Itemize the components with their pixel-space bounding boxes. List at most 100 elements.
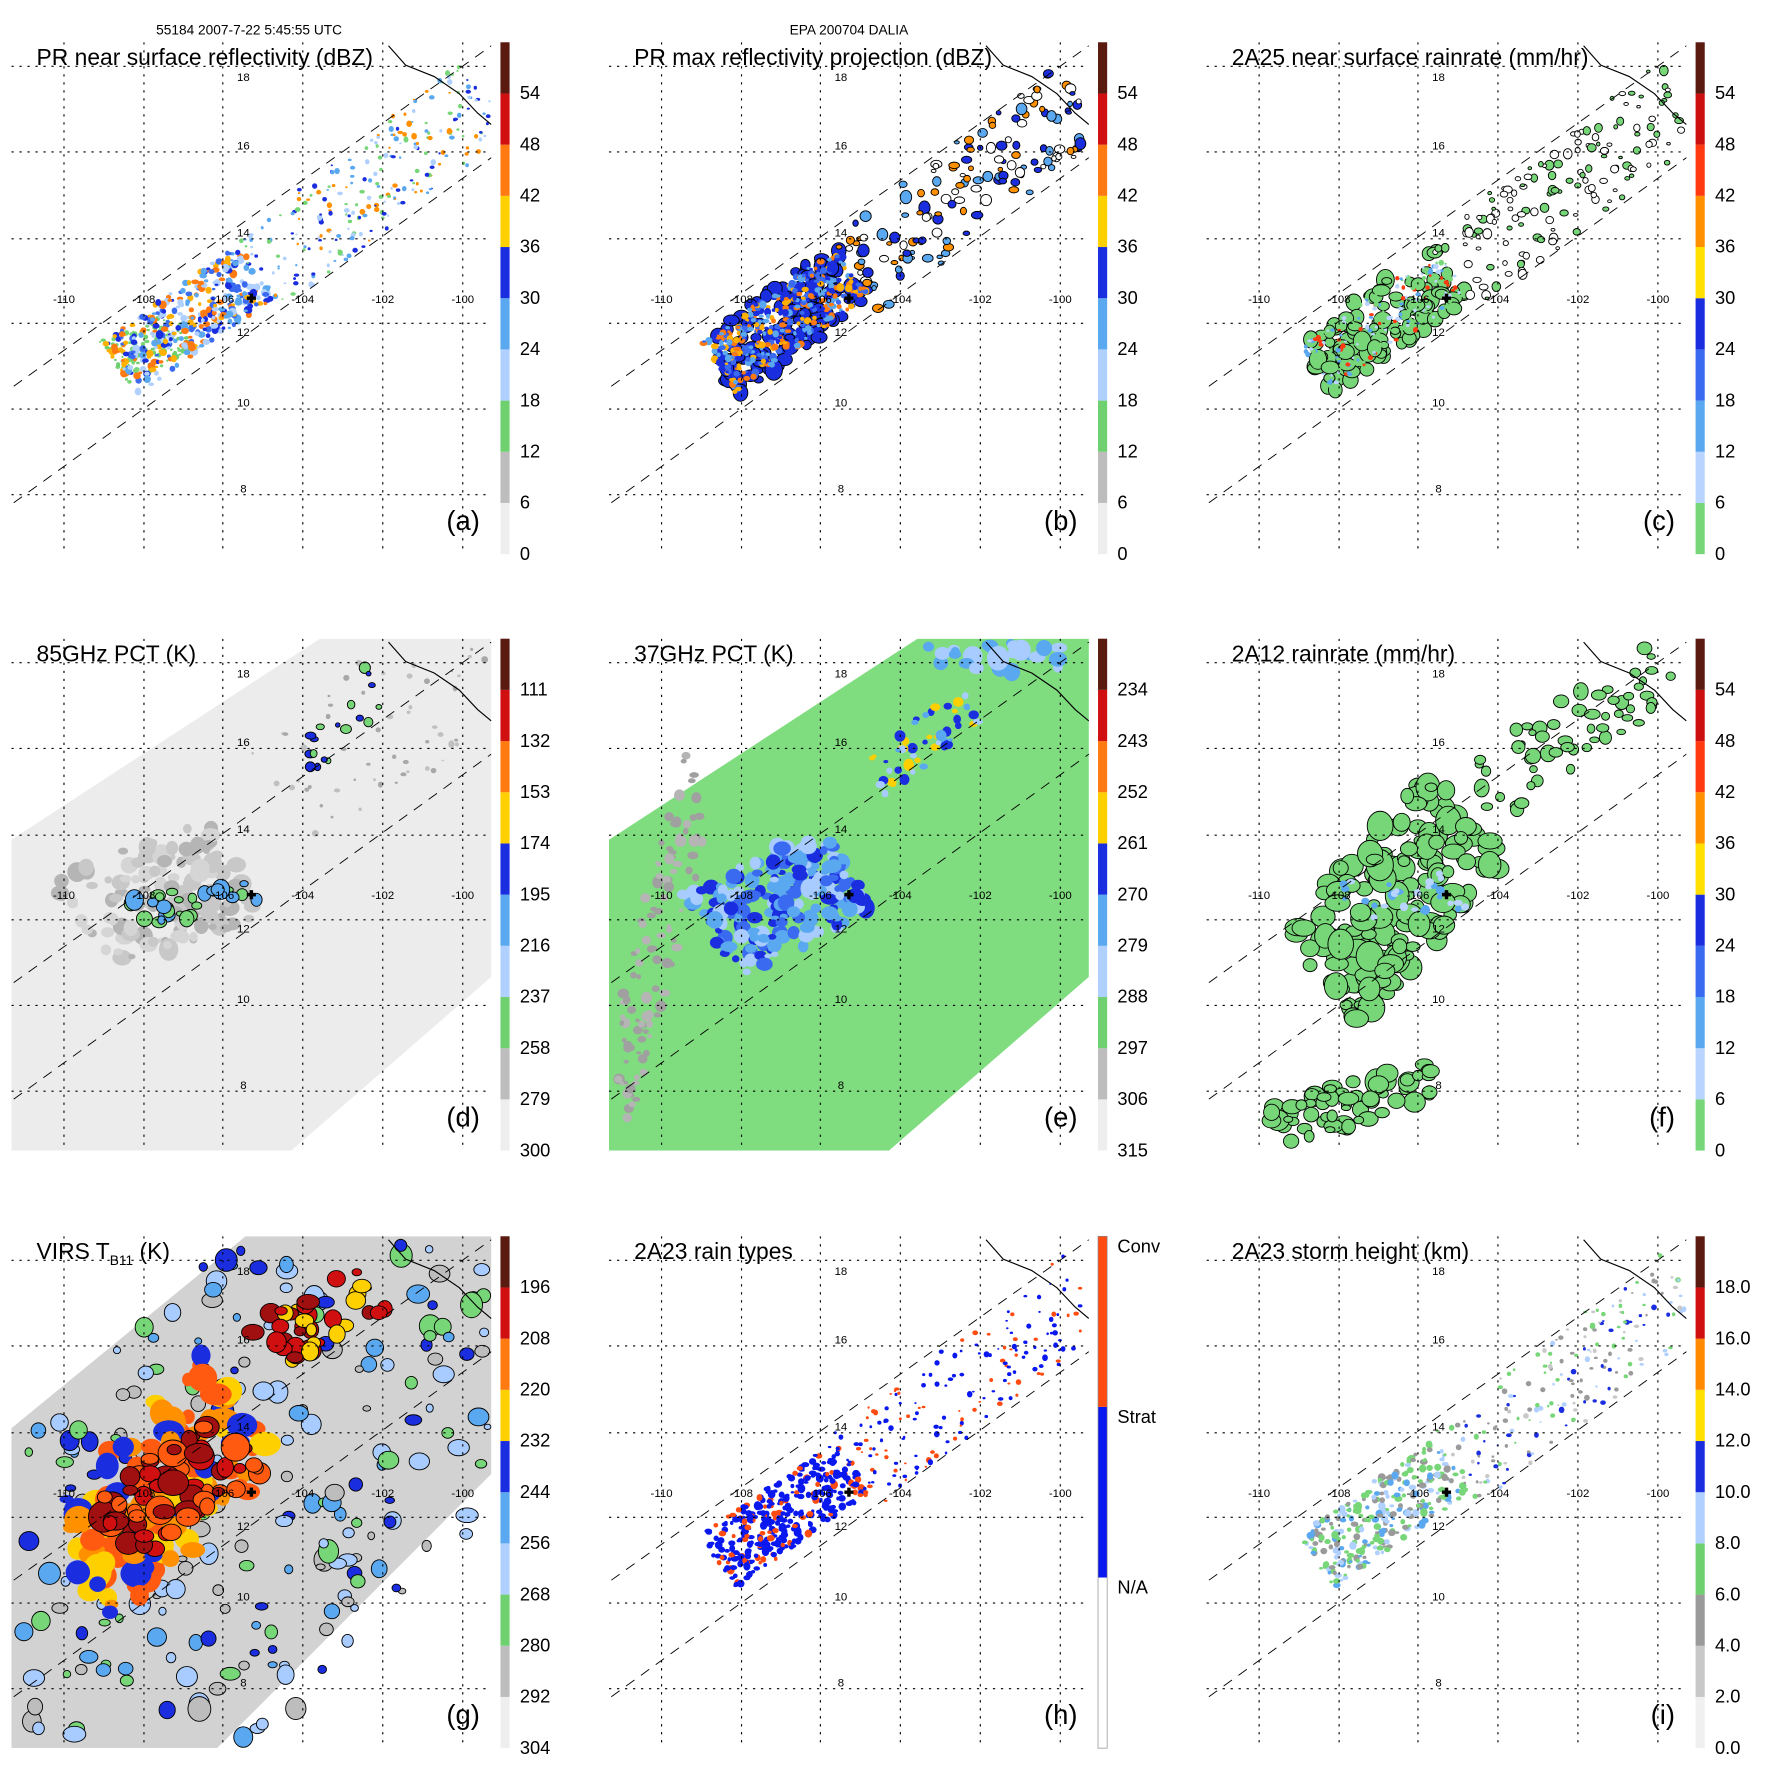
data-cell <box>1375 332 1381 336</box>
data-cell <box>212 1584 225 1596</box>
data-cell <box>1621 1310 1625 1315</box>
data-cell <box>947 199 957 209</box>
data-cell <box>167 330 170 333</box>
coastline <box>985 641 1089 722</box>
data-cell <box>50 1413 69 1432</box>
colorbar-segment <box>500 1594 510 1646</box>
data-cell <box>1399 302 1404 306</box>
data-cell <box>959 1424 963 1427</box>
longitude-label: -108 <box>1328 294 1351 306</box>
data-cell <box>933 1430 940 1438</box>
data-cell <box>1582 126 1591 136</box>
data-cell <box>1329 349 1333 353</box>
data-cell <box>86 881 98 890</box>
data-cell <box>1329 1580 1333 1584</box>
data-cell <box>740 1504 747 1510</box>
colorbar-label: 195 <box>520 883 550 904</box>
data-cell <box>305 1323 317 1337</box>
data-cell <box>1418 1464 1427 1473</box>
data-cell <box>636 1051 642 1055</box>
data-cell <box>1433 263 1439 270</box>
data-cell <box>1435 269 1441 274</box>
data-cell <box>190 316 195 320</box>
colorbar-label: 24 <box>1715 338 1735 359</box>
data-cell <box>787 1518 794 1524</box>
latitude-label: 16 <box>835 737 848 749</box>
data-cell <box>1619 1310 1622 1314</box>
data-cell <box>1485 1474 1490 1479</box>
swath-edge-line <box>13 45 492 387</box>
data-cell <box>1331 1530 1339 1539</box>
data-cell <box>401 186 407 192</box>
data-cell <box>716 1559 722 1566</box>
data-cell <box>1021 1355 1026 1359</box>
colorbar-segment <box>1098 502 1108 555</box>
panel-title: 85GHz PCT (K) <box>37 641 197 667</box>
coastline <box>388 641 492 722</box>
data-cell <box>1499 1377 1502 1380</box>
data-cell <box>183 336 189 340</box>
data-cell <box>1572 228 1581 236</box>
data-cell <box>1477 1454 1481 1458</box>
latitude-label: 18 <box>237 1266 250 1278</box>
data-cell <box>1556 1404 1560 1407</box>
data-cell <box>731 955 740 963</box>
data-cell <box>370 1559 388 1579</box>
panel-d: -110 -108 -106 -104 -102 -1001816141210885GHz… <box>11 638 550 1160</box>
data-cell <box>1436 780 1456 801</box>
data-cell <box>754 1541 762 1547</box>
longitude-label: -104 <box>291 890 314 902</box>
data-cell <box>955 181 965 189</box>
data-cell <box>271 271 275 275</box>
data-cell <box>632 1096 641 1103</box>
data-cell <box>1320 1549 1324 1553</box>
colorbar-label: 304 <box>520 1737 550 1758</box>
data-cell <box>1023 1350 1029 1355</box>
data-cell <box>825 280 830 284</box>
longitude-label: -106 <box>1407 1488 1430 1500</box>
data-cell <box>1333 1554 1339 1560</box>
data-cell <box>131 874 140 884</box>
data-cell <box>131 360 136 365</box>
data-cell <box>31 1610 51 1632</box>
data-cell <box>374 140 378 145</box>
data-cell <box>1381 1527 1387 1534</box>
data-cell <box>1332 1570 1337 1576</box>
data-cell <box>889 1393 893 1395</box>
data-cell <box>1015 1393 1019 1397</box>
data-cell <box>646 912 656 919</box>
data-cell <box>168 292 173 296</box>
data-cell <box>353 778 357 782</box>
data-cell <box>1583 1335 1587 1338</box>
data-cell <box>641 1011 653 1022</box>
data-cell <box>158 1700 176 1720</box>
data-cell <box>381 671 386 676</box>
data-cell <box>176 347 180 350</box>
data-cell <box>343 257 349 262</box>
data-cell <box>1376 1545 1384 1551</box>
data-cell <box>376 185 381 188</box>
data-cell <box>208 923 217 931</box>
data-cell <box>934 211 943 217</box>
data-cell <box>1574 1353 1579 1357</box>
data-cell <box>1353 1503 1359 1510</box>
data-cell <box>1547 1404 1550 1408</box>
data-cell <box>1365 853 1384 866</box>
colorbar-segment <box>1695 144 1705 196</box>
panel-letter: (f) <box>1649 1102 1675 1133</box>
data-cell <box>1030 158 1039 166</box>
data-cell <box>1460 286 1464 290</box>
data-cell <box>1399 1487 1405 1492</box>
data-cell <box>947 1377 954 1382</box>
data-cell <box>823 288 827 293</box>
data-cell <box>1597 1321 1601 1324</box>
data-cell <box>959 1420 964 1426</box>
data-cell <box>1433 915 1456 935</box>
data-cell <box>1565 177 1574 184</box>
data-cell <box>485 114 491 119</box>
data-cell <box>194 331 200 336</box>
colorbar-segment <box>500 689 510 742</box>
data-cell <box>766 1534 775 1542</box>
data-cell <box>95 1452 119 1480</box>
